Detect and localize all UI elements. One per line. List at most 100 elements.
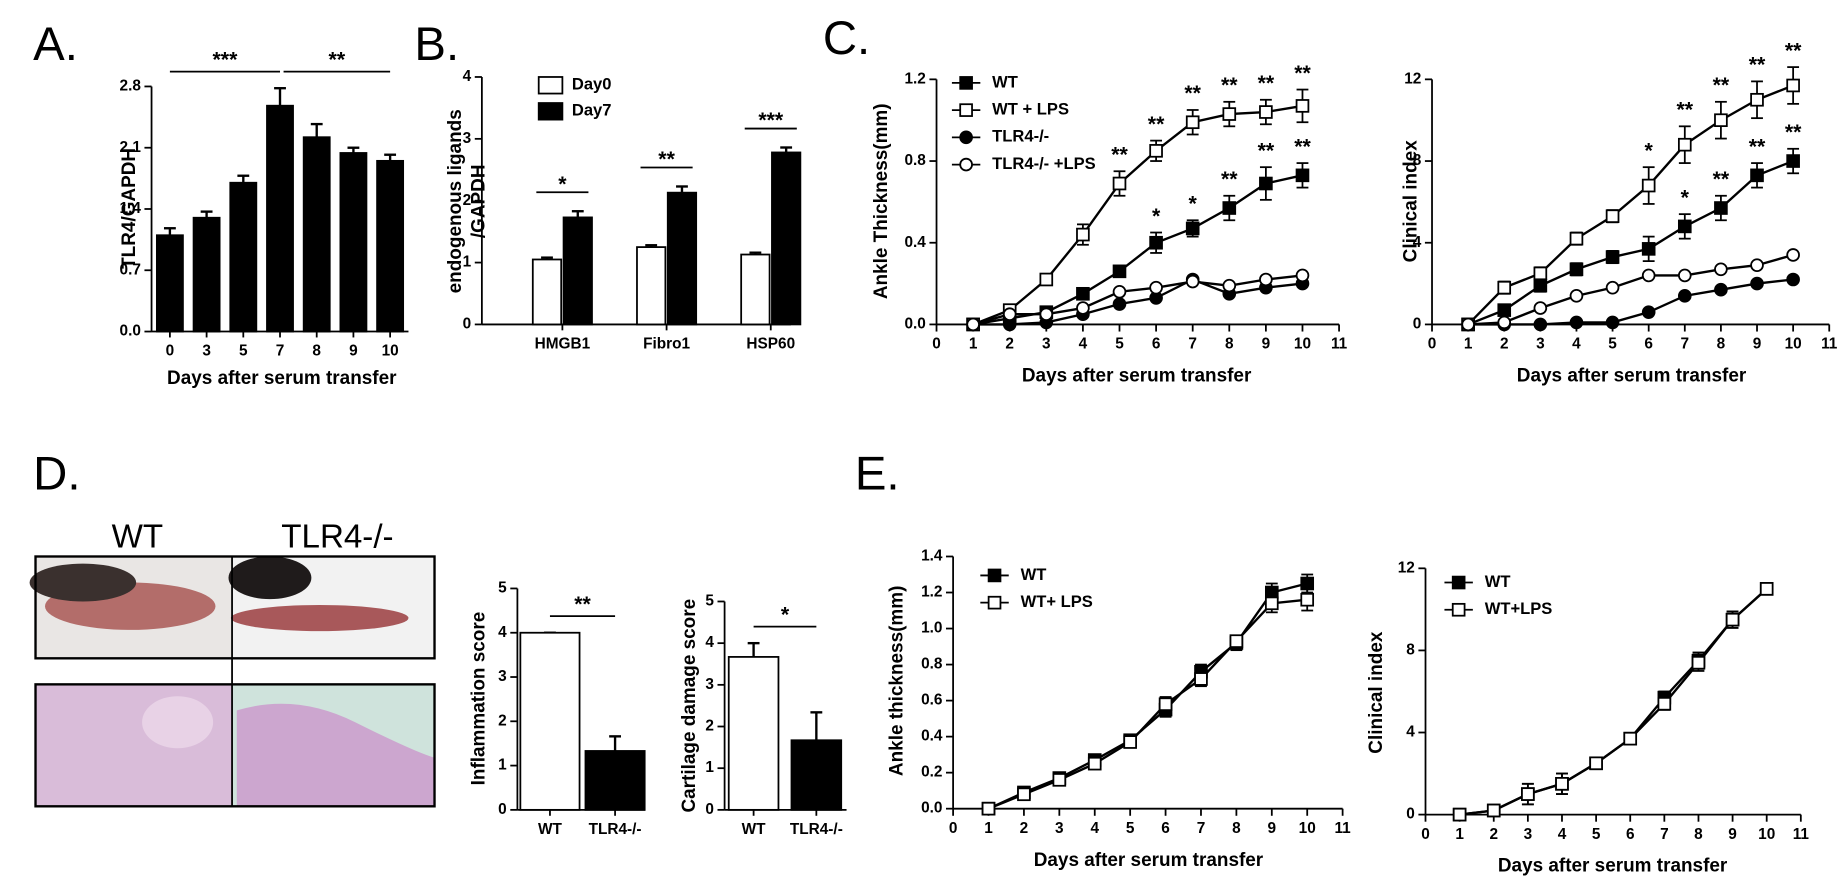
point: [1497, 315, 1512, 330]
y-axis-title: endogenous ligands: [445, 109, 466, 293]
photo-label: WT: [112, 518, 164, 555]
point: [1300, 592, 1315, 607]
significance-label: *: [1189, 192, 1198, 216]
y-tick-label: 2: [705, 718, 714, 735]
legend-label: WT: [1021, 565, 1047, 584]
x-tick-label: 7: [1197, 820, 1206, 837]
point: [1149, 280, 1163, 295]
y-tick-label: 1.2: [921, 584, 942, 601]
point: [1677, 268, 1692, 283]
x-tick-label: 9: [1268, 820, 1277, 837]
y-axis-title: Inflammation score: [469, 612, 490, 786]
significance-label: *: [1645, 138, 1654, 162]
series-line: [988, 582, 1308, 810]
bar: [562, 216, 593, 326]
point: [1569, 315, 1584, 330]
x-tick-label: 0: [1428, 336, 1437, 353]
x-tick-label: 4: [1558, 826, 1567, 843]
legend-marker: [959, 130, 973, 145]
y-tick-label: 0.6: [921, 692, 942, 709]
point: [1185, 274, 1200, 289]
series-line: [1459, 587, 1768, 816]
point: [1533, 317, 1548, 332]
y-tick-label: 0.2: [921, 764, 942, 781]
bar: [339, 152, 368, 333]
point: [981, 801, 996, 816]
legend-label: WT: [1485, 572, 1511, 591]
legend-swatch: [537, 102, 564, 121]
point: [1112, 176, 1127, 191]
y-tick-label: 0.0: [120, 323, 141, 340]
point: [1759, 582, 1774, 596]
x-tick-label: 8: [312, 343, 321, 360]
x-tick-label: 2: [1005, 336, 1014, 353]
point: [1714, 201, 1728, 215]
x-axis-title: Days after serum transfer: [167, 368, 397, 389]
x-tick-label: TLR4-/-: [790, 821, 843, 838]
significance-label: *: [1681, 185, 1690, 209]
point: [1149, 144, 1163, 158]
point: [1605, 209, 1620, 223]
x-tick-label: 11: [1821, 336, 1838, 353]
x-tick-label: 10: [382, 343, 399, 360]
photo-label: TLR4-/-: [281, 518, 393, 555]
y-tick-label: 2: [463, 192, 472, 209]
y-tick-label: 2.8: [120, 78, 142, 95]
bar: [155, 234, 184, 333]
y-tick-label: 2.1: [120, 139, 142, 156]
x-tick-label: 10: [1785, 336, 1802, 353]
point: [1229, 634, 1244, 648]
fur: [29, 563, 137, 602]
legend-marker: [987, 568, 1002, 583]
x-tick-label: 3: [1055, 820, 1064, 837]
fur: [228, 556, 312, 600]
y-tick-label: 0.8: [921, 656, 943, 673]
point: [1112, 264, 1127, 279]
y-tick-label: 8: [1406, 641, 1415, 658]
x-tick-label: 4: [1572, 336, 1581, 353]
significance-label: **: [1749, 134, 1766, 158]
y-tick-label: 0: [1413, 315, 1422, 332]
legend-marker: [987, 595, 1002, 610]
y-tick-label: 0.0: [921, 800, 942, 817]
x-tick-label: 11: [1793, 826, 1810, 843]
x-tick-label: 10: [1758, 826, 1775, 843]
legend-label: WT+LPS: [1485, 599, 1553, 618]
series-line: [972, 104, 1303, 326]
point: [1052, 773, 1067, 787]
bar: [584, 750, 646, 811]
series-line: [972, 274, 1303, 326]
x-tick-label: 1: [1455, 826, 1464, 843]
photo-frame: [34, 555, 436, 660]
x-tick-label: WT: [538, 821, 563, 838]
point: [1264, 596, 1279, 611]
y-tick-label: 0.7: [120, 261, 141, 278]
bar: [636, 246, 667, 326]
legend-swatch: [537, 76, 564, 95]
point: [1533, 266, 1548, 281]
x-tick-label: 5: [1608, 336, 1617, 353]
y-tick-label: 4: [463, 68, 472, 85]
y-tick-label: 1: [463, 254, 472, 271]
series-line: [1468, 278, 1794, 326]
bracket-label: **: [329, 48, 346, 72]
point: [1569, 231, 1584, 246]
y-axis-title: Ankle Thickness(mm): [871, 103, 892, 299]
x-tick-label: 5: [1115, 336, 1124, 353]
x-tick-label: 3: [1536, 336, 1545, 353]
y-tick-label: 0.4: [921, 728, 943, 745]
legend-marker: [1451, 575, 1466, 590]
point: [1750, 258, 1764, 273]
point: [1691, 655, 1706, 670]
x-tick-label: Fibro1: [643, 336, 690, 353]
point: [1641, 268, 1656, 283]
x-tick-label: 0: [949, 820, 958, 837]
y-tick-label: 1.2: [904, 70, 925, 87]
significance-label: **: [1749, 53, 1766, 77]
point: [1497, 303, 1512, 317]
series-line: [1467, 84, 1794, 326]
significance-label: *: [558, 172, 567, 196]
photo-frame: [34, 683, 436, 808]
point: [1452, 807, 1467, 822]
y-tick-label: 1: [498, 757, 507, 774]
